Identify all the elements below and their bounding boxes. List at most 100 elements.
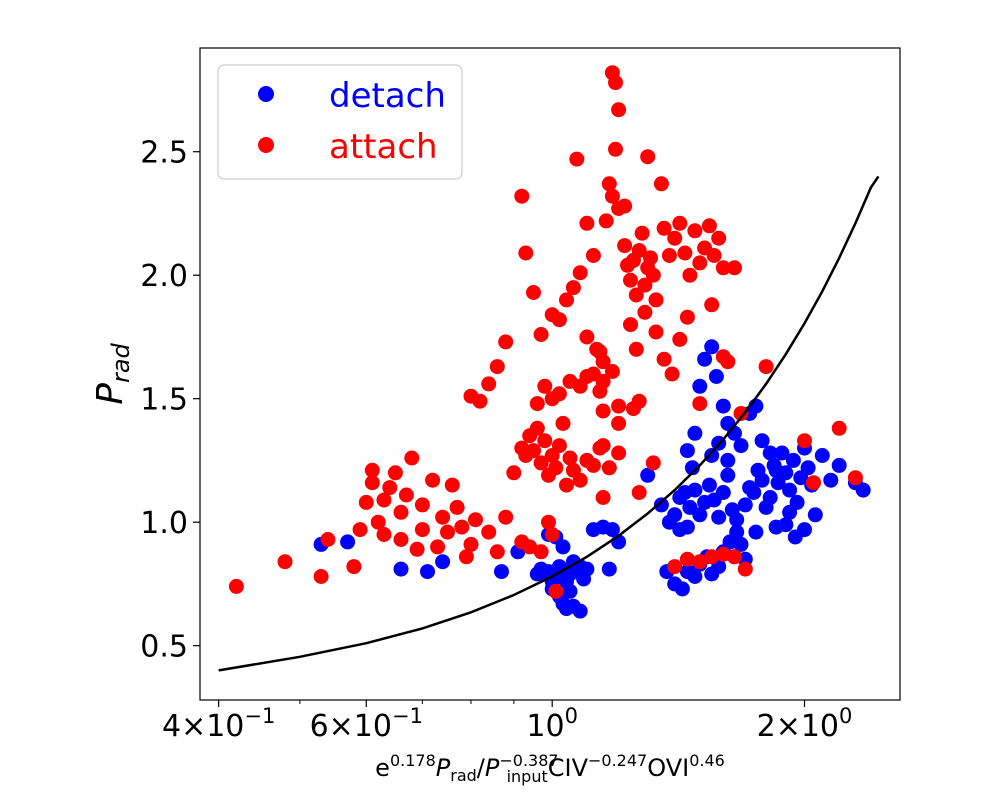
- point-detach-51: [733, 536, 749, 552]
- point-attach-11: [376, 492, 392, 508]
- point-detach-97: [733, 438, 749, 454]
- y-tick-label: 1.5: [140, 383, 188, 418]
- plot-marks: [228, 65, 871, 619]
- y-axis-ticks: 0.5 1.0 1.5 2.0 2.5: [140, 136, 200, 665]
- x-tick-label: 4×10−1: [162, 704, 275, 744]
- point-detach-65: [729, 512, 745, 528]
- point-detach-37: [640, 467, 656, 483]
- point-attach-89: [601, 176, 617, 192]
- point-attach-124: [579, 215, 595, 231]
- point-attach-15: [393, 504, 409, 520]
- point-attach-130: [656, 351, 672, 367]
- point-detach-61: [711, 509, 727, 525]
- point-attach-64: [529, 396, 545, 412]
- point-attach-150: [585, 457, 601, 473]
- point-attach-7: [364, 462, 380, 478]
- point-attach-31: [481, 524, 497, 540]
- y-axis-label: Prad: [90, 342, 135, 404]
- point-attach-163: [847, 470, 863, 486]
- point-attach-140: [595, 373, 611, 389]
- point-attach-151: [667, 559, 683, 575]
- point-attach-30: [468, 512, 483, 528]
- point-attach-58: [559, 477, 574, 493]
- point-attach-13: [387, 465, 403, 481]
- point-attach-2: [313, 569, 329, 584]
- point-detach-94: [715, 398, 731, 414]
- point-detach-108: [768, 462, 784, 478]
- point-attach-87: [595, 354, 611, 370]
- point-detach-107: [762, 445, 778, 461]
- point-detach-62: [715, 485, 731, 500]
- point-detach-92: [704, 339, 720, 355]
- point-attach-51: [533, 455, 549, 471]
- point-attach-41: [472, 393, 488, 409]
- point-attach-65: [537, 378, 553, 394]
- point-attach-77: [526, 285, 541, 300]
- point-attach-4: [346, 559, 362, 575]
- point-attach-45: [506, 465, 522, 481]
- point-attach-111: [682, 267, 698, 283]
- point-attach-118: [715, 260, 731, 276]
- point-detach-28: [562, 583, 578, 599]
- point-attach-29: [463, 536, 479, 552]
- x-axis-label: e0.178Prad/P−0.387 inputCIV−0.247OVI0.46: [375, 751, 725, 786]
- point-attach-27: [454, 519, 470, 535]
- point-attach-104: [648, 292, 664, 308]
- point-attach-147: [601, 460, 617, 476]
- point-attach-105: [653, 176, 669, 192]
- point-attach-106: [656, 220, 672, 236]
- point-attach-6: [358, 494, 374, 510]
- y-tick-label: 0.5: [140, 630, 188, 665]
- point-attach-128: [637, 304, 653, 320]
- point-attach-139: [589, 341, 605, 357]
- point-attach-36: [533, 544, 549, 560]
- point-detach-59: [701, 477, 717, 493]
- point-attach-120: [608, 75, 623, 91]
- point-attach-3: [320, 532, 336, 547]
- legend: detach attach: [217, 64, 463, 180]
- point-attach-95: [623, 272, 638, 288]
- point-attach-16: [398, 487, 414, 503]
- point-attach-113: [692, 255, 708, 271]
- point-detach-56: [687, 482, 703, 498]
- point-detach-101: [679, 443, 695, 459]
- y-tick-label: 2.0: [140, 259, 188, 294]
- point-detach-31: [555, 539, 571, 555]
- point-attach-160: [797, 433, 812, 449]
- point-attach-38: [544, 527, 560, 542]
- point-attach-100: [637, 277, 653, 293]
- point-attach-103: [645, 267, 661, 283]
- legend-marker-detach: [258, 86, 274, 102]
- point-attach-99: [634, 225, 650, 241]
- point-detach-118: [672, 522, 688, 538]
- point-detach-111: [797, 522, 812, 538]
- point-detach-103: [704, 448, 720, 463]
- point-attach-33: [498, 509, 514, 525]
- point-detach-86: [823, 472, 839, 488]
- point-attach-98: [631, 243, 647, 258]
- point-detach-113: [768, 519, 784, 535]
- point-detach-119: [661, 514, 677, 530]
- point-attach-131: [664, 366, 680, 382]
- point-detach-63: [720, 467, 736, 483]
- point-detach-87: [831, 457, 847, 473]
- point-attach-102: [643, 250, 658, 266]
- point-attach-85: [585, 248, 601, 263]
- x-tick-label: 100: [526, 704, 578, 744]
- point-attach-20: [414, 497, 430, 513]
- point-attach-8: [364, 475, 380, 491]
- point-detach-105: [720, 452, 736, 468]
- point-attach-116: [706, 248, 722, 263]
- point-attach-28: [458, 549, 474, 565]
- point-detach-114: [748, 524, 764, 540]
- point-attach-84: [579, 329, 595, 345]
- point-attach-9: [370, 514, 386, 530]
- legend-label-attach: attach: [329, 127, 438, 167]
- point-attach-156: [727, 549, 742, 565]
- point-attach-164: [692, 396, 708, 412]
- point-attach-73: [595, 403, 611, 419]
- point-attach-148: [595, 438, 611, 454]
- legend-label-detach: detach: [329, 76, 446, 116]
- point-attach-126: [623, 317, 638, 333]
